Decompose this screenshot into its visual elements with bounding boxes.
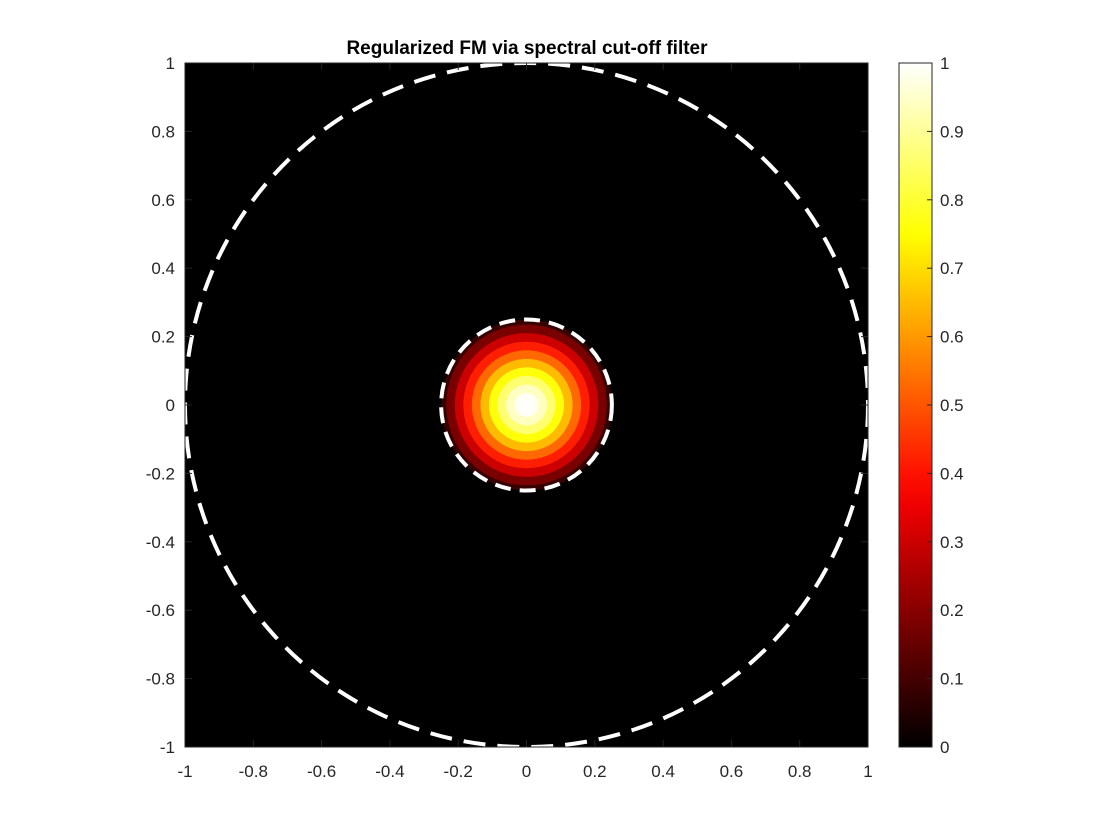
dashed-circles [185,63,868,747]
colorbar-tick-labels: 1 0.9 0.8 0.7 0.6 0.5 0.4 0.3 0.2 0.1 0 [940,54,964,757]
x-tick-label: 0.8 [788,762,812,781]
dashed-circle-1 [439,317,614,493]
y-axis-tick-labels: 1 0.8 0.6 0.4 0.2 0 -0.2 -0.4 -0.6 -0.8 -1 [146,54,175,757]
y-tick-label: 0.4 [151,259,175,278]
colorbar-tick-label: 1 [940,54,949,73]
y-tick-label: -1 [160,738,175,757]
colorbar-gradient [899,63,932,747]
y-tick-label: 0.8 [151,122,175,141]
y-tick-label: 1 [166,54,175,73]
y-tick-label: -0.8 [146,670,175,689]
plot-area [184,62,869,748]
x-tick-label: -0.4 [375,762,404,781]
x-tick-label: 0.4 [651,762,675,781]
colorbar-tick-label: 0.8 [940,191,964,210]
contour-peak [521,399,532,411]
colorbar-tick-label: 0.3 [940,533,964,552]
colorbar-tick-label: 0.7 [940,259,964,278]
x-tick-label: -1 [177,762,192,781]
x-axis-tick-labels: -1 -0.8 -0.6 -0.4 -0.2 0 0.2 0.4 0.6 0.8 1 [177,762,872,781]
plot-frame [184,62,869,748]
x-tick-label: 0 [522,762,531,781]
x-tick-label: 1 [863,762,872,781]
colorbar-tick-label: 0.6 [940,328,964,347]
y-tick-label: 0 [166,396,175,415]
colorbar: 1 0.9 0.8 0.7 0.6 0.5 0.4 0.3 0.2 0.1 0 [898,54,964,757]
colorbar-tick-label: 0.1 [940,670,964,689]
colorbar-tick-label: 0.9 [940,122,964,141]
y-tick-label: 0.6 [151,191,175,210]
y-tick-label: 0.2 [151,328,175,347]
x-tick-label: 0.2 [583,762,607,781]
x-tick-label: -0.8 [239,762,268,781]
x-tick-label: -0.2 [444,762,473,781]
chart-title: Regularized FM via spectral cut-off filt… [346,38,708,59]
x-tick-label: -0.6 [307,762,336,781]
y-tick-label: -0.4 [146,533,175,552]
y-tick-label: -0.2 [146,464,175,483]
colorbar-tick-label: 0.2 [940,601,964,620]
colorbar-tick-label: 0.4 [940,464,964,483]
colorbar-tick-marks [927,62,932,748]
x-tick-label: 0.6 [720,762,744,781]
field-contours [441,319,612,491]
colorbar-tick-label: 0 [940,738,949,757]
y-tick-label: -0.6 [146,601,175,620]
colorbar-tick-label: 0.5 [940,396,964,415]
